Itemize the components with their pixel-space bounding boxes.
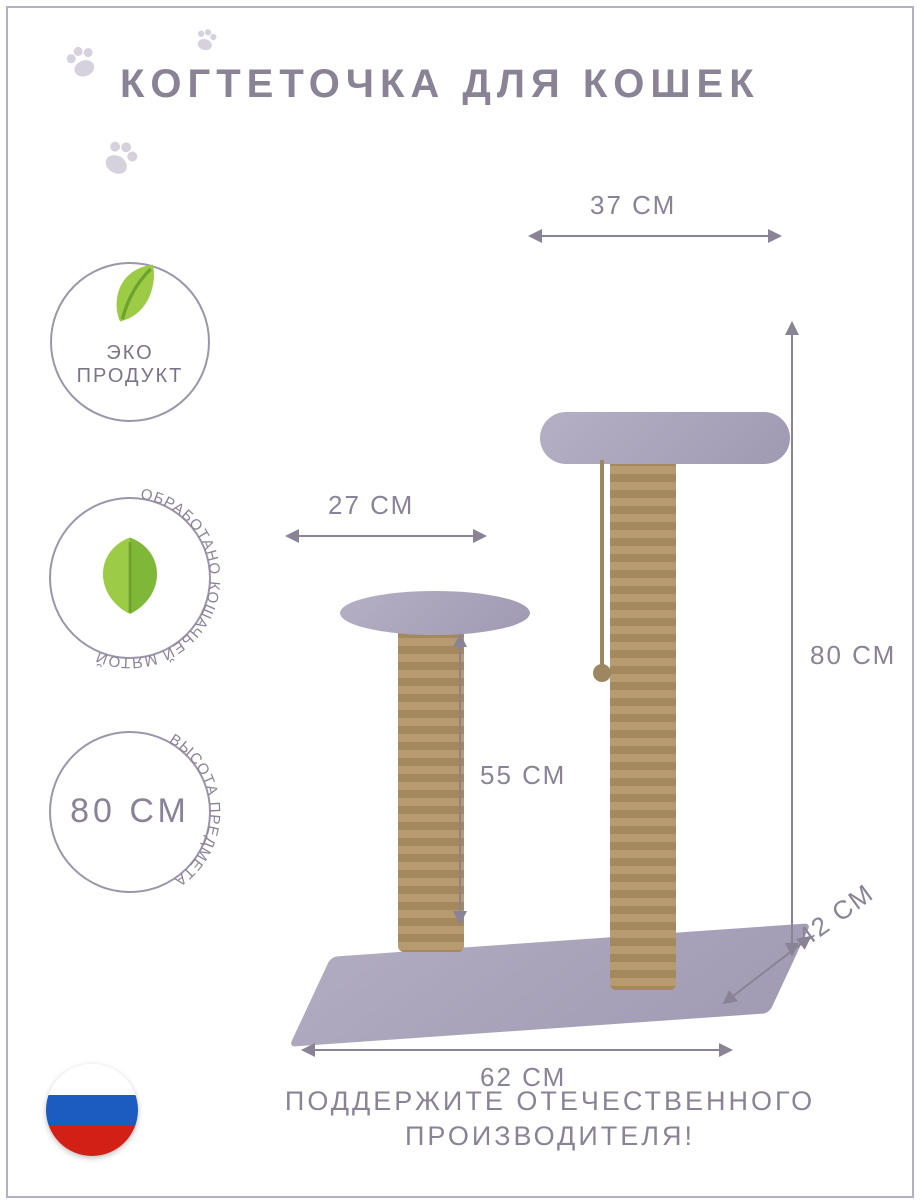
product-post-short bbox=[398, 622, 464, 952]
product-platform-small bbox=[340, 591, 530, 635]
product-rope bbox=[600, 460, 604, 670]
leaves-icon bbox=[85, 533, 175, 623]
height-badge: ВЫСОТА ПРЕДМЕТА 80 СМ bbox=[30, 712, 230, 912]
eco-line2: ПРОДУКТ bbox=[77, 365, 184, 388]
leaf-icon bbox=[96, 258, 166, 328]
dim-top-width: 37 СМ bbox=[590, 190, 676, 221]
eco-line1: ЭКО bbox=[77, 342, 184, 365]
product-rope-knot bbox=[593, 664, 611, 682]
product-post-tall bbox=[610, 450, 676, 990]
eco-badge: ЭКО ПРОДУКТ bbox=[50, 262, 210, 422]
product-illustration bbox=[280, 230, 840, 1060]
footer-slogan: ПОДДЕРЖИТЕ ОТЕЧЕСТВЕННОГО ПРОИЗВОДИТЕЛЯ! bbox=[240, 1084, 860, 1154]
product-platform-large bbox=[540, 412, 790, 464]
dim-small-width: 27 СМ bbox=[328, 490, 414, 521]
catnip-badge: ОБРАБОТАНО КОШАЧЬЕЙ МЯТОЙ bbox=[30, 478, 230, 678]
product-base bbox=[289, 923, 811, 1047]
russia-flag-icon bbox=[46, 1064, 138, 1156]
page-title: КОГТЕТОЧКА ДЛЯ КОШЕК bbox=[120, 62, 760, 107]
height-value: 80 СМ bbox=[30, 792, 230, 831]
dim-total-height: 80 СМ bbox=[810, 640, 896, 671]
dim-small-post: 55 СМ bbox=[480, 760, 566, 791]
